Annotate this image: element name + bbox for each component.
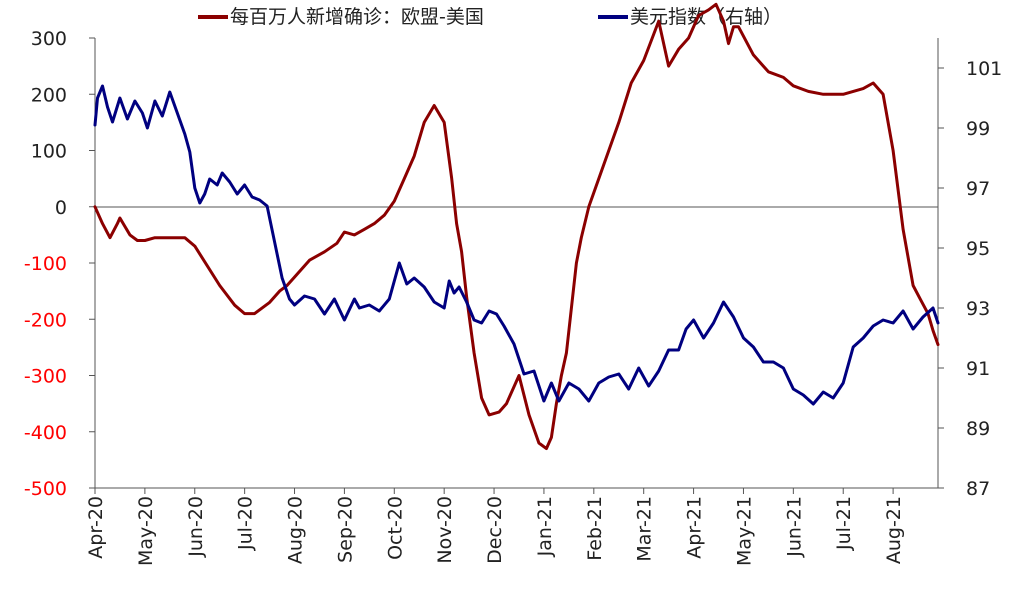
x-tick-label: May-21 <box>733 496 755 566</box>
x-tick-label: Jan-21 <box>534 496 556 557</box>
right-tick-label: 93 <box>966 298 990 320</box>
left-tick-label: -200 <box>24 309 67 331</box>
left-tick-labels: 300 200 100 0 -100 -200 -300 -400 -500 <box>24 28 95 500</box>
right-tick-label: 95 <box>966 238 990 260</box>
left-tick-label: 100 <box>31 141 67 163</box>
x-tick-label: Feb-21 <box>584 496 606 561</box>
x-tick-label: Aug-21 <box>883 496 905 564</box>
right-tick-label: 99 <box>966 118 990 140</box>
right-tick-label: 87 <box>966 478 990 500</box>
x-tick-label: Apr-20 <box>85 496 107 559</box>
right-tick-labels: 101 99 97 95 93 91 89 87 <box>938 58 1002 500</box>
x-tick-label: May-20 <box>135 496 157 566</box>
legend-label-dxy: 美元指数（右轴） <box>630 6 782 28</box>
left-tick-label: -100 <box>24 253 67 275</box>
x-tick-label: Mar-21 <box>634 496 656 562</box>
x-tick-label: Dec-20 <box>484 496 506 564</box>
axes <box>94 38 939 489</box>
x-tick-label: Jul-20 <box>235 496 257 551</box>
left-tick-label: -500 <box>24 478 67 500</box>
right-tick-label: 89 <box>966 418 990 440</box>
legend-label-cases: 每百万人新增确诊：欧盟-美国 <box>230 6 484 28</box>
x-tick-label: Jun-21 <box>783 496 805 558</box>
left-tick-label: -300 <box>24 366 67 388</box>
x-tick-label: Aug-20 <box>285 496 307 564</box>
left-tick-label: -400 <box>24 422 67 444</box>
series-line-dollar-index <box>93 84 940 406</box>
series-layer <box>93 2 940 451</box>
legend: 每百万人新增确诊：欧盟-美国 美元指数（右轴） <box>198 6 782 28</box>
right-tick-label: 101 <box>966 58 1002 80</box>
left-tick-label: 200 <box>31 84 67 106</box>
x-tick-label: Oct-20 <box>384 496 406 560</box>
left-tick-label: 300 <box>31 28 67 50</box>
x-tick-labels: Apr-20 May-20 Jun-20 Jul-20 Aug-20 Sep-20 Oct-… <box>85 488 905 566</box>
x-tick-label: Jun-20 <box>185 496 207 558</box>
series-line-cases-diff <box>93 2 940 451</box>
left-tick-label: 0 <box>55 197 67 219</box>
x-tick-label: Jul-21 <box>833 496 855 551</box>
right-tick-label: 91 <box>966 358 990 380</box>
x-tick-label: Sep-20 <box>334 496 356 563</box>
x-tick-label: Apr-21 <box>684 496 706 559</box>
right-tick-label: 97 <box>966 178 990 200</box>
x-tick-label: Nov-20 <box>434 496 456 564</box>
